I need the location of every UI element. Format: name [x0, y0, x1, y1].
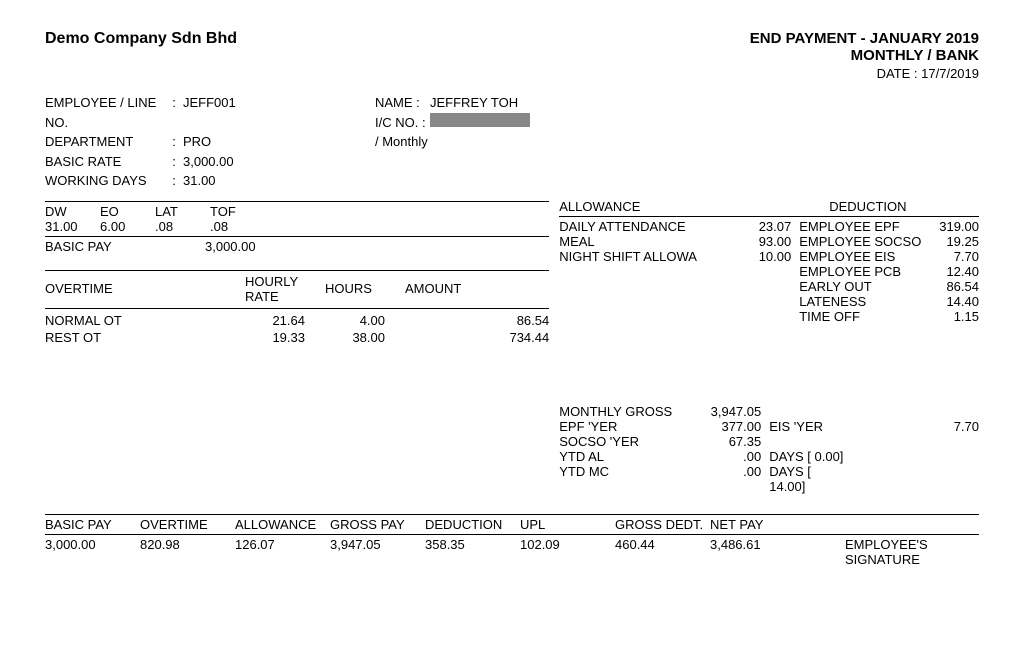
header-date: DATE : 17/7/2019: [750, 66, 979, 81]
summary-row: SOCSO 'YER67.35: [559, 434, 979, 449]
summary-row: MONTHLY GROSS3,947.05: [559, 404, 979, 419]
ad-row: NIGHT SHIFT ALLOWA10.00EMPLOYEE EIS7.70: [559, 249, 979, 264]
ad-row: MEAL93.00EMPLOYEE SOCSO19.25: [559, 234, 979, 249]
ot-row: NORMAL OT 21.64 4.00 86.54: [45, 312, 549, 329]
footer-header: GROSS PAY: [330, 517, 425, 532]
footer-header: NET PAY: [710, 517, 805, 532]
ot-row: REST OT 19.33 38.00 734.44: [45, 329, 549, 346]
footer-value: 3,486.61: [710, 537, 805, 567]
summary-row: EPF 'YER377.00EIS 'YER7.70: [559, 419, 979, 434]
footer-header: DEDUCTION: [425, 517, 520, 532]
footer-value: 358.35: [425, 537, 520, 567]
footer-header: UPL: [520, 517, 615, 532]
ad-row: LATENESS14.40: [559, 294, 979, 309]
summary-block: MONTHLY GROSS3,947.05EPF 'YER377.00EIS '…: [559, 404, 979, 494]
footer-value: 102.09: [520, 537, 615, 567]
footer-value: 3,947.05: [330, 537, 425, 567]
attendance-header: DW EO LAT TOF: [45, 204, 549, 219]
footer-header: OVERTIME: [140, 517, 235, 532]
allowance-deduction-header: ALLOWANCE DEDUCTION: [559, 199, 979, 214]
footer-value: 460.44: [615, 537, 710, 567]
footer-value: EMPLOYEE'S SIGNATURE: [805, 537, 979, 567]
employee-mid: NAME :JEFFREY TOH I/C NO. : / Monthly: [375, 93, 595, 191]
summary-row: YTD AL.00DAYS [ 0.00]: [559, 449, 979, 464]
ad-row: EMPLOYEE PCB12.40: [559, 264, 979, 279]
footer-totals: BASIC PAYOVERTIMEALLOWANCEGROSS PAYDEDUC…: [45, 514, 979, 567]
employee-left: EMPLOYEE / LINE NO.:JEFF001 DEPARTMENT:P…: [45, 93, 375, 191]
allowance-deduction-rows: DAILY ATTENDANCE23.07EMPLOYEE EPF319.00M…: [559, 219, 979, 324]
footer-value: 3,000.00: [45, 537, 140, 567]
header-title: END PAYMENT - JANUARY 2019: [750, 30, 979, 47]
overtime-table: OVERTIME HOURLY RATE HOURS AMOUNT NORMAL…: [45, 273, 549, 346]
ic-redacted: [430, 113, 530, 127]
payslip-header: END PAYMENT - JANUARY 2019 MONTHLY / BAN…: [750, 30, 979, 81]
footer-header: [805, 517, 979, 532]
basic-pay-row: BASIC PAY 3,000.00: [45, 239, 549, 254]
attendance-values: 31.00 6.00 .08 .08: [45, 219, 549, 234]
header-line2: MONTHLY / BANK: [750, 47, 979, 64]
footer-value: 126.07: [235, 537, 330, 567]
footer-value: 820.98: [140, 537, 235, 567]
ad-row: DAILY ATTENDANCE23.07EMPLOYEE EPF319.00: [559, 219, 979, 234]
company-name: Demo Company Sdn Bhd: [45, 30, 237, 48]
ad-row: EARLY OUT86.54: [559, 279, 979, 294]
footer-header: GROSS DEDT.: [615, 517, 710, 532]
summary-row: YTD MC.00DAYS [ 14.00]: [559, 464, 979, 494]
footer-header: BASIC PAY: [45, 517, 140, 532]
footer-header: ALLOWANCE: [235, 517, 330, 532]
ad-row: TIME OFF1.15: [559, 309, 979, 324]
